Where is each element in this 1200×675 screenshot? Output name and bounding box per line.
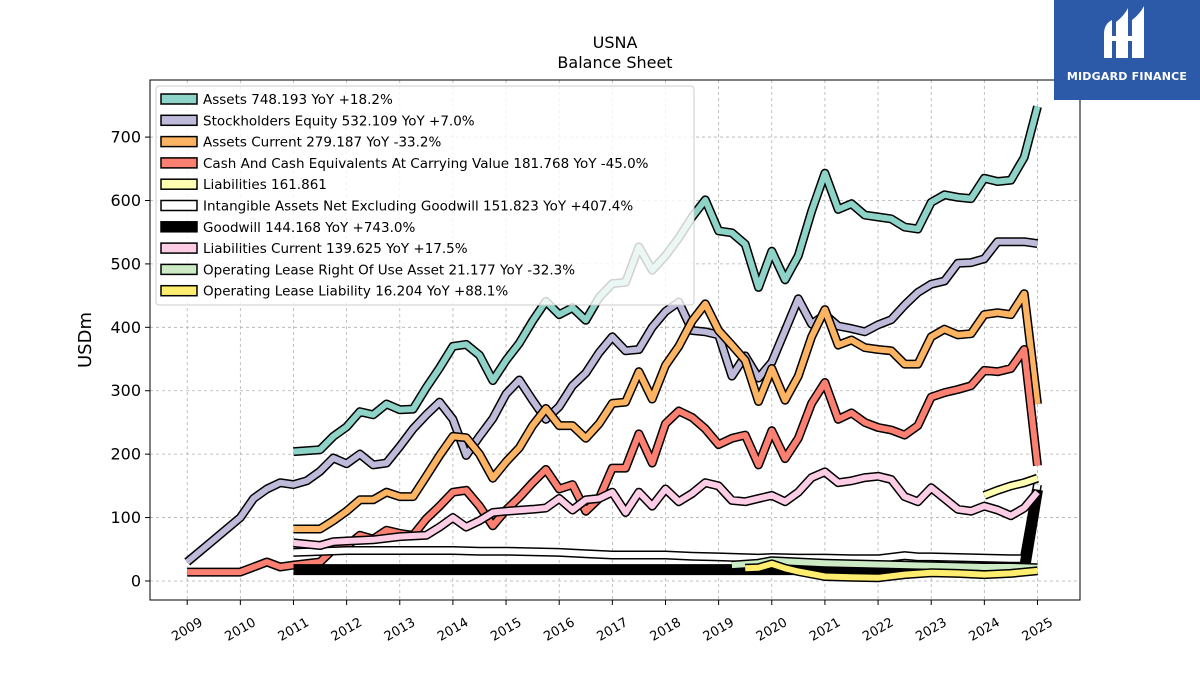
y-ticks: 0 100 200 300 400 500 600 700 [110, 128, 150, 590]
y-tick-label: 300 [110, 381, 141, 400]
y-tick-label: 100 [110, 508, 141, 527]
legend-entry: Operating Lease Liability 16.204 YoY +88… [203, 284, 508, 300]
legend-swatch [160, 263, 198, 276]
legend-swatch [160, 135, 198, 148]
series-7 [293, 467, 1041, 550]
legend-swatch [160, 221, 198, 233]
legend-entry: Stockholders Equity 532.109 YoY +7.0% [203, 113, 475, 129]
brand-logo: MIDGARD FINANCE [1054, 0, 1200, 100]
x-tick-label: 2018 [648, 615, 684, 645]
legend-entry: Liabilities 161.861 [203, 177, 327, 193]
x-tick-label: 2016 [541, 615, 577, 645]
x-tick-label: 2015 [488, 615, 524, 645]
legend-swatch [160, 114, 198, 127]
legend: Assets 748.193 YoY +18.2% Stockholders Eq… [155, 85, 695, 306]
legend-entry: Operating Lease Right Of Use Asset 21.17… [203, 262, 575, 278]
legend-entry: Intangible Assets Net Excluding Goodwill… [203, 199, 633, 215]
x-ticks: 2009 2010 2011 2012 2013 2014 2015 2016 2017 2018… [169, 600, 1056, 645]
series-line [745, 560, 1038, 581]
y-tick-label: 200 [110, 445, 141, 464]
x-tick-label: 2021 [807, 615, 843, 645]
legend-swatch [160, 93, 198, 105]
x-tick-label: 2010 [223, 615, 259, 645]
y-tick-label: 500 [110, 254, 141, 273]
legend-entry: Liabilities Current 139.625 YoY +17.5% [203, 241, 468, 257]
legend-swatch [160, 284, 198, 297]
legend-swatch [160, 242, 198, 254]
series-line [185, 238, 1038, 565]
legend-entry: Assets Current 279.187 YoY -33.2% [203, 135, 442, 151]
x-tick-label: 2022 [860, 615, 896, 645]
legend-entry: Assets 748.193 YoY +18.2% [203, 92, 393, 108]
plot-frame [149, 79, 1081, 601]
x-tick-label: 2017 [595, 615, 631, 645]
series-1 [184, 237, 1039, 566]
series-line [983, 475, 1039, 499]
brand-name: MIDGARD FINANCE [1066, 70, 1188, 83]
y-tick-label: 400 [110, 318, 141, 337]
x-tick-label: 2012 [329, 615, 365, 645]
x-tick-label: 2013 [382, 615, 418, 645]
legend-swatch [160, 199, 198, 212]
chart-title: USNA [593, 33, 638, 52]
x-tick-label: 2025 [1020, 615, 1056, 645]
legend-box [155, 85, 695, 306]
legend-swatch [160, 178, 198, 190]
x-tick-label: 2009 [169, 615, 205, 645]
y-tick-label: 700 [110, 128, 141, 147]
y-tick-label: 600 [110, 191, 141, 210]
x-tick-label: 2023 [913, 615, 949, 645]
x-tick-label: 2019 [701, 615, 737, 645]
series-9 [744, 559, 1038, 583]
midgard-logo-icon [1104, 6, 1144, 58]
series-2 [293, 289, 1042, 534]
series-4 [982, 473, 1039, 500]
legend-entry: Cash And Cash Equivalents At Carrying Va… [203, 156, 649, 172]
legend-entry: Goodwill 144.168 YoY +743.0% [203, 220, 415, 236]
legend-swatch [160, 157, 198, 169]
series-line [293, 290, 1041, 532]
chart-subtitle: Balance Sheet [557, 53, 672, 72]
x-tick-label: 2020 [754, 615, 790, 645]
x-tick-label: 2014 [435, 615, 471, 645]
y-axis-label: USDm [75, 312, 96, 368]
series-line [293, 468, 1040, 549]
x-tick-label: 2024 [967, 615, 1003, 645]
y-tick-label: 0 [131, 571, 141, 590]
x-tick-label: 2011 [276, 615, 312, 645]
